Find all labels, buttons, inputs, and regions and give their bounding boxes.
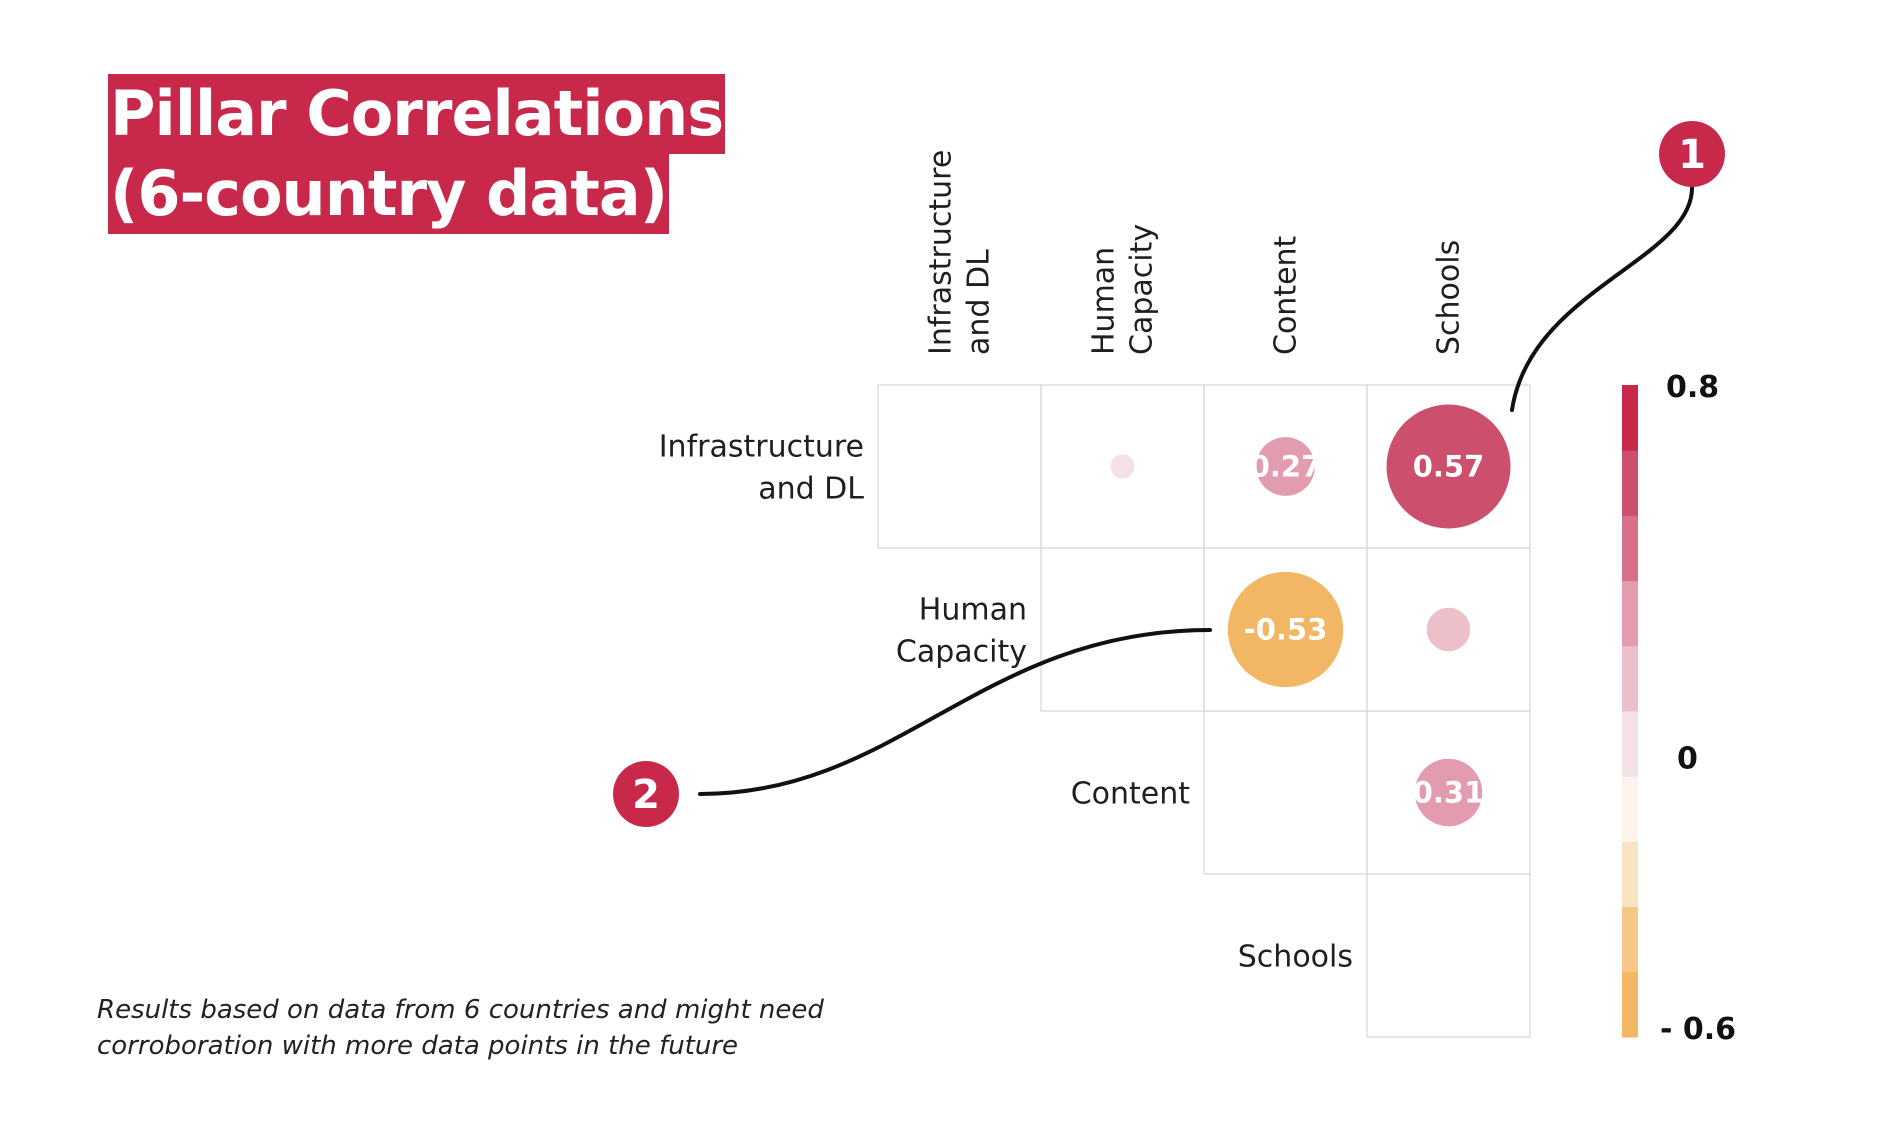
column-labels: Infrastructure and DL Human Capacity Content… — [924, 150, 1467, 355]
legend-label-mid: 0 — [1677, 742, 1698, 777]
legend-label-max: 0.8 — [1666, 370, 1719, 405]
bubble-0-2 — [1256, 437, 1315, 496]
color-scale-legend: 0.8 0 - 0.6 — [1622, 370, 1736, 1047]
column-label-human-capacity: Human Capacity — [1087, 224, 1160, 355]
callouts: 12 — [613, 121, 1725, 827]
callout-2-badge — [613, 761, 679, 827]
bubble-label-0-3: 0.57 — [1413, 450, 1485, 484]
bubble-label-2-3: 0.31 — [1413, 776, 1485, 810]
callout-1-connector — [1510, 186, 1694, 412]
row-label-infrastructure-and-dl: Infrastructure and DL — [659, 430, 865, 507]
legend-band-6 — [1622, 580, 1638, 647]
legend-label-min: - 0.6 — [1660, 1012, 1736, 1047]
column-label-content: Content — [1269, 235, 1304, 355]
callout-2-number: 2 — [632, 772, 660, 818]
bubble-1-3 — [1426, 607, 1471, 652]
row-label-human-capacity: Human Capacity — [896, 593, 1027, 670]
legend-band-0 — [1622, 971, 1638, 1038]
callout-1-badge — [1659, 121, 1725, 187]
column-label-infrastructure-and-dl: Infrastructure and DL — [924, 150, 997, 355]
footnote-line-1: Results based on data from 6 countries a… — [97, 995, 824, 1025]
legend-band-7 — [1622, 515, 1638, 582]
grid-cell-0-0 — [877, 384, 1042, 549]
legend-band-9 — [1622, 385, 1638, 451]
row-labels: Infrastructure and DL Human Capacity Content… — [659, 430, 1353, 975]
footnote-line-2: corroboration with more data points in t… — [97, 1031, 739, 1061]
bubble-0-1 — [1110, 454, 1135, 479]
legend-band-8 — [1622, 450, 1638, 516]
matrix-grid — [877, 384, 1531, 1038]
callout-2-connector — [698, 628, 1212, 796]
bubble-1-2 — [1227, 571, 1344, 688]
grid-cell-3-3 — [1366, 873, 1531, 1038]
bubble-0-3 — [1386, 404, 1511, 529]
callout-1-number: 1 — [1678, 132, 1706, 178]
title-line-2: (6-country data) — [108, 154, 670, 234]
legend-band-1 — [1622, 906, 1638, 973]
bubble-label-1-2: -0.53 — [1244, 613, 1328, 647]
grid-cell-2-2 — [1203, 710, 1368, 875]
row-label-schools: Schools — [1238, 940, 1353, 975]
legend-band-2 — [1622, 841, 1638, 908]
row-label-content: Content — [1071, 777, 1191, 812]
bubble-2-3 — [1414, 758, 1483, 827]
correlation-bubbles: 0.27 0.57 -0.53 0.31 — [1110, 404, 1511, 827]
legend-band-4 — [1622, 711, 1638, 777]
legend-band-5 — [1622, 645, 1638, 712]
footnote: Results based on data from 6 countries a… — [97, 992, 917, 1064]
bubble-label-0-2: 0.27 — [1250, 450, 1322, 484]
title-line-1: Pillar Correlations — [108, 74, 726, 154]
legend-band-3 — [1622, 776, 1638, 842]
column-label-schools: Schools — [1432, 240, 1467, 355]
